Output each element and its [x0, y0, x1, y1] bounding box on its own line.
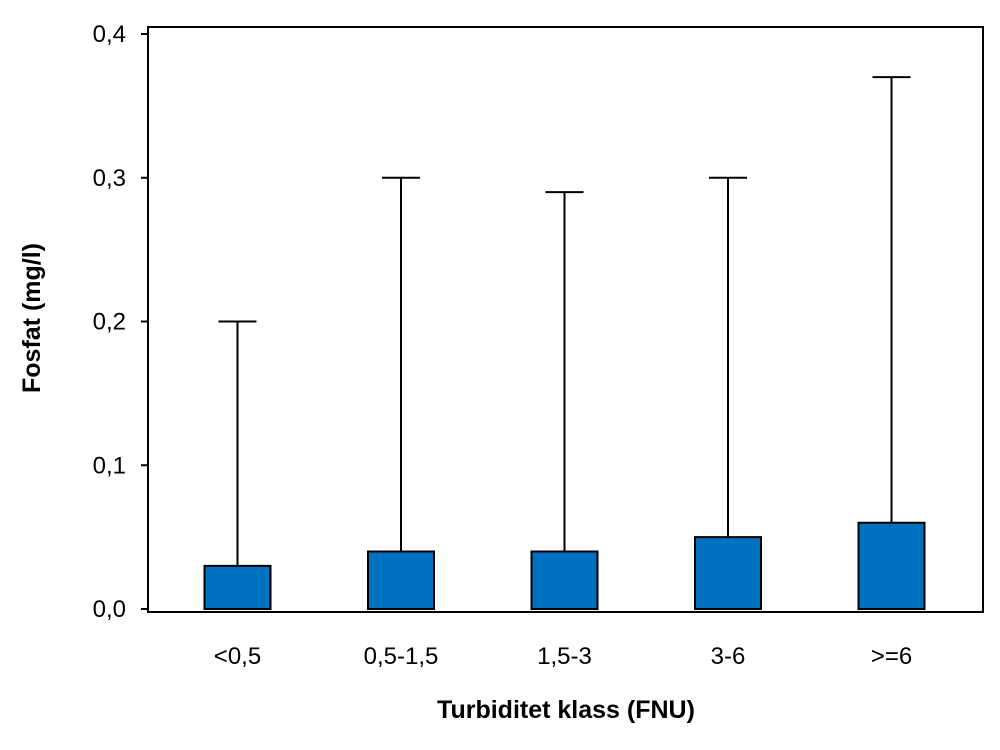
y-tick-label: 0,2 — [93, 309, 126, 336]
y-axis-label: Fosfat (mg/l) — [18, 243, 46, 393]
bar-4 — [857, 521, 926, 610]
y-tick-label: 0,1 — [93, 452, 126, 479]
bar-0 — [203, 564, 272, 610]
bar-2 — [530, 550, 599, 610]
bar-1 — [367, 550, 435, 610]
y-tick-label: 0,4 — [93, 21, 126, 48]
plot-area: 0,0 0,1 0,2 0,3 0,4 <0,5 0,5-1,5 1,5-3 3-6 >=6 — [93, 21, 984, 670]
y-tick-label: 0,0 — [93, 596, 126, 623]
bar-3 — [694, 536, 762, 610]
y-tick-label: 0,3 — [93, 165, 126, 192]
x-tick-label: 1,5-3 — [537, 643, 592, 670]
x-axis-label: Turbiditet klass (FNU) — [437, 696, 695, 724]
x-tick-label: >=6 — [871, 643, 912, 670]
x-tick-label: 3-6 — [711, 643, 746, 670]
plot-frame — [147, 26, 984, 613]
x-tick-label: 0,5-1,5 — [364, 643, 439, 670]
x-tick-label: <0,5 — [214, 643, 261, 670]
